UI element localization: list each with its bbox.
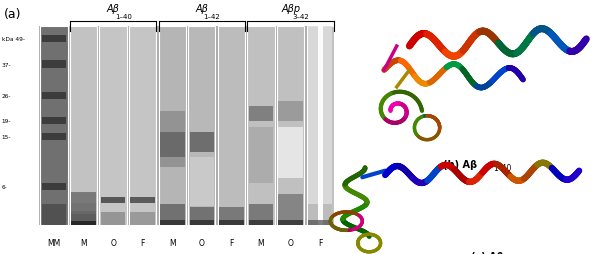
Bar <box>101 212 125 225</box>
Text: 1–40: 1–40 <box>493 163 511 172</box>
Bar <box>249 127 273 183</box>
Text: Aβp: Aβp <box>281 4 300 14</box>
Bar <box>99 27 126 225</box>
Text: F: F <box>140 238 145 247</box>
Bar <box>131 197 155 203</box>
Bar <box>71 221 96 225</box>
Bar <box>278 220 303 225</box>
Bar <box>190 207 214 225</box>
Bar <box>159 27 186 225</box>
Bar <box>42 61 66 68</box>
Bar <box>71 211 96 221</box>
Bar <box>247 27 275 225</box>
Bar <box>40 27 67 225</box>
Bar <box>278 127 303 178</box>
Bar <box>71 193 96 203</box>
Bar <box>249 107 273 122</box>
Bar <box>219 220 244 225</box>
Bar <box>160 132 185 157</box>
Bar <box>71 215 96 225</box>
Text: O: O <box>199 238 205 247</box>
Text: O: O <box>110 238 116 247</box>
Text: 19-: 19- <box>2 118 11 123</box>
Text: F: F <box>229 238 234 247</box>
Bar <box>160 220 185 225</box>
Bar <box>190 132 214 152</box>
Text: M: M <box>80 238 87 247</box>
Bar <box>278 102 303 122</box>
Bar <box>160 112 185 168</box>
Bar <box>71 192 96 225</box>
Bar <box>249 204 273 225</box>
Bar <box>277 27 304 225</box>
Text: 37-: 37- <box>2 62 11 67</box>
Bar <box>42 134 66 141</box>
Text: 6-: 6- <box>2 184 7 189</box>
Text: (a): (a) <box>4 8 21 21</box>
Text: 26-: 26- <box>2 94 11 99</box>
Text: MM: MM <box>48 238 61 247</box>
Text: F: F <box>318 238 323 247</box>
Bar <box>308 204 332 225</box>
Bar <box>160 204 185 225</box>
Bar <box>42 36 66 43</box>
Bar <box>306 27 334 225</box>
Bar <box>190 220 214 225</box>
Text: 3–42: 3–42 <box>293 14 309 20</box>
Text: 1–40: 1–40 <box>115 14 132 20</box>
Text: 15-: 15- <box>2 135 11 140</box>
Bar <box>308 27 332 225</box>
Bar <box>39 27 335 225</box>
Bar <box>190 157 214 206</box>
Bar <box>318 27 323 225</box>
Text: Aβ: Aβ <box>107 4 120 14</box>
Bar <box>129 27 157 225</box>
Text: M: M <box>169 238 176 247</box>
Bar <box>70 27 97 225</box>
Bar <box>218 27 245 225</box>
Bar <box>249 220 273 225</box>
Text: Aβ: Aβ <box>196 4 208 14</box>
Text: (c) Aβ: (c) Aβ <box>471 251 504 254</box>
Bar <box>278 194 303 225</box>
Bar <box>42 93 66 100</box>
Bar <box>188 27 216 225</box>
Text: M: M <box>258 238 264 247</box>
Bar <box>101 197 125 203</box>
Bar <box>42 117 66 124</box>
Text: (b) Aβ: (b) Aβ <box>443 159 477 169</box>
Bar <box>131 212 155 225</box>
Bar <box>42 183 66 190</box>
Bar <box>42 204 66 225</box>
Bar <box>219 207 244 225</box>
Bar <box>308 220 332 225</box>
Text: 1–42: 1–42 <box>203 14 220 20</box>
Bar <box>71 203 96 213</box>
Text: O: O <box>288 238 294 247</box>
Bar <box>40 27 67 225</box>
Text: kDa 49-: kDa 49- <box>2 37 25 42</box>
